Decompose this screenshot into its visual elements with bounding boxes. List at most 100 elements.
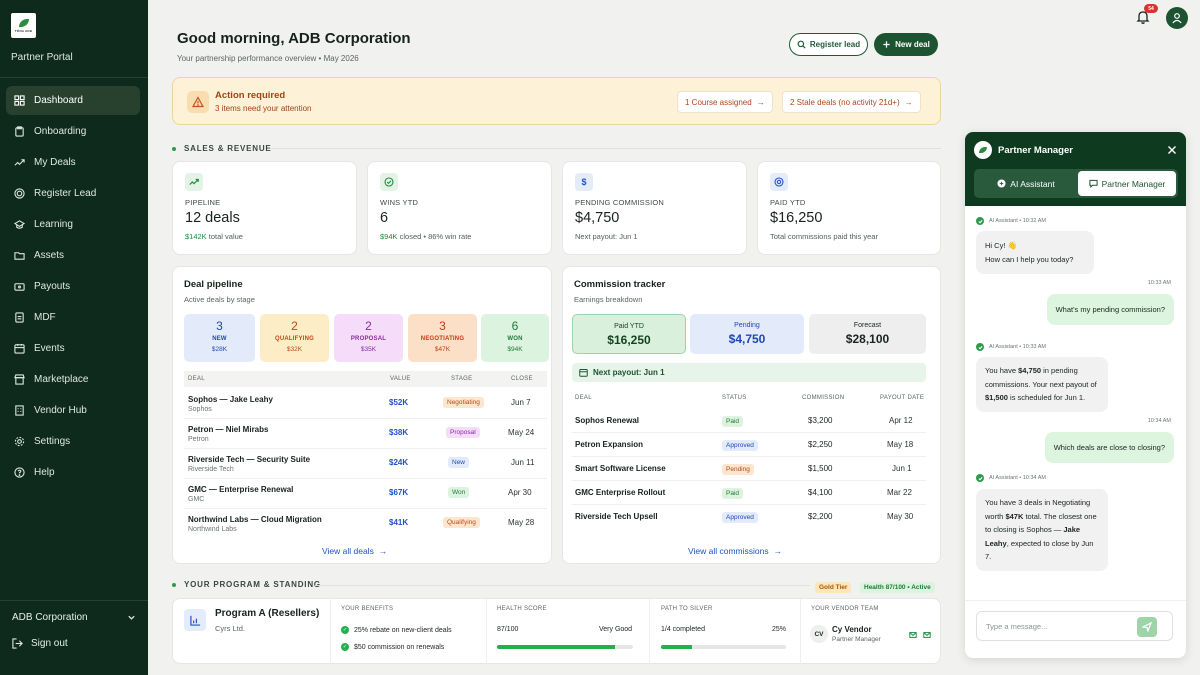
message-icon[interactable] xyxy=(923,631,931,639)
forecast-tile[interactable]: Forecast $28,100 xyxy=(809,314,926,354)
message-amount: $1,500 xyxy=(985,393,1008,402)
sidebar-item-help[interactable]: Help xyxy=(6,458,140,487)
message-line: How can I help you today? xyxy=(985,254,1074,264)
payout-date: May 18 xyxy=(887,440,914,449)
stage-count: 2 xyxy=(291,319,298,333)
stage-negotiating[interactable]: 3 NEGOTIATING $47K xyxy=(408,314,477,362)
benefit-item: ✓ $50 commission on renewals xyxy=(341,643,444,651)
close-icon[interactable] xyxy=(1166,144,1178,156)
commission-table-header: DEAL STATUS COMMISSION PAYOUT DATE xyxy=(572,395,926,407)
table-row[interactable]: Petron — Niel Mirabs Petron $38K Proposa… xyxy=(184,419,547,449)
kpi-card-wins[interactable]: WINS YTD 6 $94K closed • 86% win rate xyxy=(367,161,552,255)
avatar[interactable] xyxy=(1166,7,1188,29)
logout-icon xyxy=(12,638,23,649)
sidebar-item-onboarding[interactable]: Onboarding xyxy=(6,117,140,146)
card-title: Deal pipeline xyxy=(184,279,243,290)
message-meta: AI Assistant • 10:33 AM xyxy=(976,343,1046,351)
course-assigned-chip[interactable]: 1 Course assigned → xyxy=(677,91,773,113)
chip-label: 2 Stale deals (no activity 21d+) xyxy=(790,97,900,107)
stage-proposal[interactable]: 2 PROPOSAL $35K xyxy=(334,314,403,362)
status-badge: Paid xyxy=(722,416,744,427)
health-score-label: Very Good xyxy=(599,626,633,633)
new-deal-button[interactable]: New deal xyxy=(874,33,938,56)
register-lead-label: Register lead xyxy=(809,40,861,49)
kpi-subtext: $94K closed • 86% win rate xyxy=(380,232,471,241)
deal-value: $52K xyxy=(389,398,409,407)
send-button[interactable] xyxy=(1137,617,1157,637)
table-row[interactable]: Northwind Labs — Cloud Migration Northwi… xyxy=(184,509,547,539)
sidebar-item-dashboard[interactable]: Dashboard xyxy=(6,86,140,115)
kpi-subtext: Total commissions paid this year xyxy=(770,232,878,241)
sidebar-item-events[interactable]: Events xyxy=(6,334,140,363)
tab-ai-assistant[interactable]: AI Assistant xyxy=(977,171,1075,196)
account-switcher[interactable]: ADB Corporation xyxy=(12,612,136,623)
chat-message-input[interactable]: Type a message... xyxy=(976,611,1173,641)
sidebar-item-register-lead[interactable]: Register Lead xyxy=(6,179,140,208)
company-logo[interactable]: TÔNA ADB xyxy=(11,13,36,38)
sidebar-item-learning[interactable]: Learning xyxy=(6,210,140,239)
table-row[interactable]: Smart Software License Pending $1,500 Ju… xyxy=(572,457,926,481)
stage-badge: Proposal xyxy=(446,427,480,438)
sidebar-item-payouts[interactable]: Payouts xyxy=(6,272,140,301)
table-row[interactable]: GMC — Enterprise Renewal GMC $67K Won Ap… xyxy=(184,479,547,509)
table-row[interactable]: Riverside Tech Upsell Approved $2,200 Ma… xyxy=(572,505,926,529)
message-amount: $47K xyxy=(1005,511,1024,521)
stage-new[interactable]: 3 NEW $28K xyxy=(184,314,255,362)
kpi-card-pending-commission[interactable]: $ PENDING COMMISSION $4,750 Next payout:… xyxy=(562,161,747,255)
stage-count: 2 xyxy=(365,319,372,333)
column-header: VALUE xyxy=(390,376,411,382)
sidebar-item-assets[interactable]: Assets xyxy=(6,241,140,270)
chat-tabs: AI Assistant Partner Manager xyxy=(974,169,1178,198)
message-line: Hi Cy! 👋 xyxy=(985,241,1017,250)
bell-icon[interactable] xyxy=(1135,9,1151,25)
table-row[interactable]: GMC Enterprise Rollout Paid $4,100 Mar 2… xyxy=(572,481,926,505)
program-name: Program A (Resellers) xyxy=(215,608,320,619)
table-row[interactable]: Sophos Renewal Paid $3,200 Apr 12 xyxy=(572,409,926,433)
status-badge: Pending xyxy=(722,464,754,475)
sidebar-item-mdf[interactable]: MDF xyxy=(6,303,140,332)
message-text: , expected to close by Jun 7. xyxy=(985,538,1094,562)
paid-ytd-tile[interactable]: Paid YTD $16,250 xyxy=(572,314,686,354)
kpi-subtext: Next payout: Jun 1 xyxy=(575,232,638,241)
folder-icon xyxy=(14,252,25,260)
sidebar-item-label: Help xyxy=(34,467,55,478)
view-all-deals-link[interactable]: View all deals → xyxy=(322,546,387,556)
payout-date: May 30 xyxy=(887,512,914,521)
kpi-value: $16,250 xyxy=(770,210,823,226)
sidebar-item-marketplace[interactable]: Marketplace xyxy=(6,365,140,394)
notification-badge: 54 xyxy=(1144,4,1158,13)
status-badge: Approved xyxy=(722,440,758,451)
stage-badge: Qualifying xyxy=(443,517,480,528)
new-deal-label: New deal xyxy=(895,40,930,49)
deal-name: Sophos — Jake Leahy xyxy=(188,395,273,404)
sidebar-item-vendor-hub[interactable]: Vendor Hub xyxy=(6,396,140,425)
tab-partner-manager[interactable]: Partner Manager xyxy=(1078,171,1176,196)
mail-icon[interactable] xyxy=(909,631,917,639)
sidebar-item-my-deals[interactable]: My Deals xyxy=(6,148,140,177)
table-row[interactable]: Petron Expansion Approved $2,250 May 18 xyxy=(572,433,926,457)
table-row[interactable]: Riverside Tech — Security Suite Riversid… xyxy=(184,449,547,479)
kpi-sub-label: Total commissions paid this year xyxy=(770,232,878,241)
pending-tile[interactable]: Pending $4,750 xyxy=(690,314,804,354)
plus-icon xyxy=(883,41,890,48)
commission-deal: Sophos Renewal xyxy=(575,416,640,425)
sidebar-item-settings[interactable]: Settings xyxy=(6,427,140,456)
stale-deals-chip[interactable]: 2 Stale deals (no activity 21d+) → xyxy=(782,91,921,113)
ai-message: You have 3 deals in Negotiating worth $4… xyxy=(976,489,1108,571)
graduation-cap-icon xyxy=(14,220,25,229)
column-header: COMMISSION xyxy=(802,395,845,401)
sidebar-item-label: Register Lead xyxy=(34,188,97,199)
stage-qualifying[interactable]: 2 QUALIFYING $32K xyxy=(260,314,329,362)
signout-button[interactable]: Sign out xyxy=(12,638,68,649)
table-row[interactable]: Sophos — Jake Leahy Sophos $52K Negotiat… xyxy=(184,389,547,419)
sidebar-item-label: Payouts xyxy=(34,281,71,292)
message-contact: Jake Leahy xyxy=(985,525,1081,548)
deal-name: Petron — Niel Mirabs xyxy=(188,425,269,434)
view-all-commissions-link[interactable]: View all commissions → xyxy=(688,546,782,556)
stage-won[interactable]: 6 WON $94K xyxy=(481,314,549,362)
kpi-label: PAID YTD xyxy=(770,198,806,207)
deal-value: $41K xyxy=(389,518,409,527)
register-lead-button[interactable]: Register lead xyxy=(789,33,868,56)
kpi-card-paid-ytd[interactable]: PAID YTD $16,250 Total commissions paid … xyxy=(757,161,941,255)
kpi-card-pipeline[interactable]: PIPELINE 12 deals $142K total value xyxy=(172,161,357,255)
